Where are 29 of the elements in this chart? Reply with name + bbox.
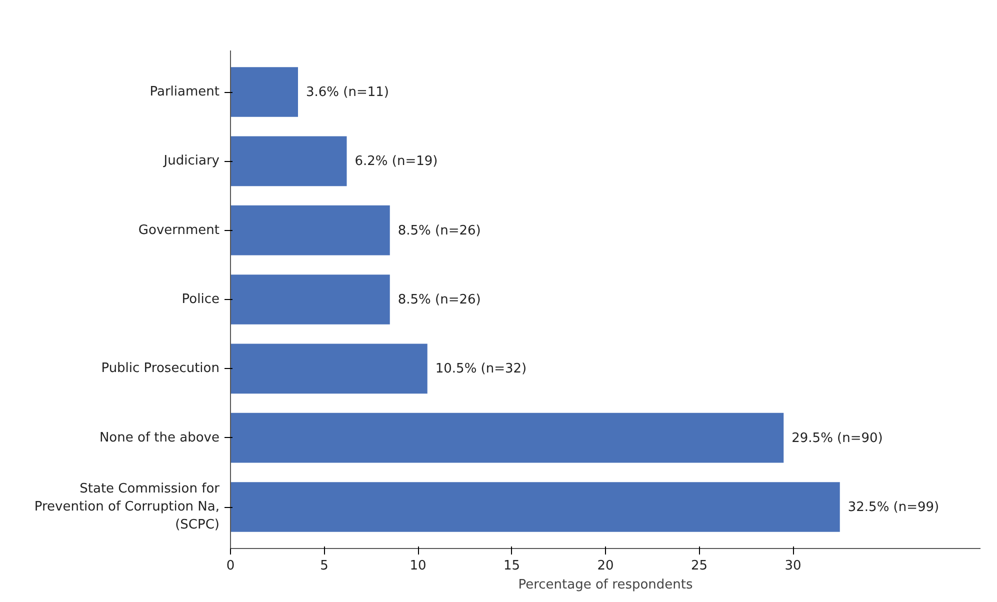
y-tick-label: Police (182, 292, 220, 307)
bar (230, 482, 840, 532)
y-tick-label: Government (138, 222, 220, 238)
bar (230, 344, 428, 394)
x-tick-label: 0 (226, 558, 235, 574)
data-label: 10.5% (n=32) (435, 362, 527, 377)
x-axis-title: Percentage of respondents (518, 578, 694, 592)
x-tick-label: 20 (597, 558, 614, 574)
bar (230, 205, 390, 256)
x-tick-label: 30 (784, 558, 802, 574)
y-tick-label: State Commission for Prevention of Corruption Na, (SCPC) (34, 482, 220, 532)
x-tick-label: 5 (320, 558, 328, 574)
bar (230, 412, 784, 463)
y-tick-label: Parliament (150, 84, 220, 100)
x-tick-label: 10 (410, 558, 426, 574)
data-label: 29.5% (n=90) (792, 430, 883, 446)
bar (230, 136, 347, 186)
y-tick-label: Judiciary (162, 154, 220, 169)
bar (230, 274, 390, 324)
bar (230, 67, 298, 117)
x-tick-label: 25 (690, 558, 708, 574)
y-tick-label: Public Prosecution (101, 361, 220, 376)
data-label: 8.5% (n=26) (398, 292, 481, 308)
data-label: 3.6% (n=11) (306, 85, 389, 100)
data-label: 32.5% (n=99) (848, 500, 940, 515)
y-tick-label: None of the above (99, 430, 220, 446)
data-label: 6.2% (n=19) (354, 154, 438, 170)
data-label: 8.5% (n=26) (398, 223, 481, 238)
x-tick-label: 15 (503, 558, 520, 574)
